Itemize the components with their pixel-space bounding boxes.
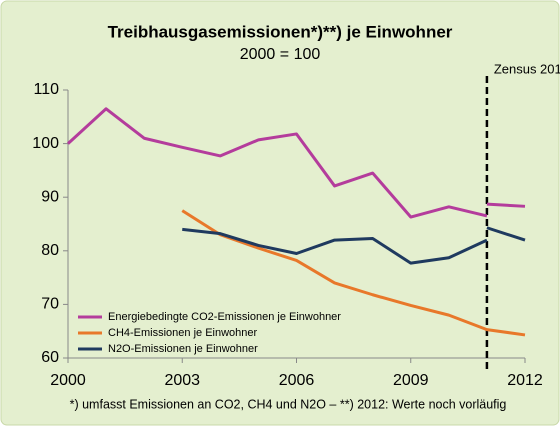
y-tick-label: 110 [33, 81, 59, 98]
footnote: *) umfasst Emissionen an CO2, CH4 und N2… [70, 397, 507, 411]
chart-title: Treibhausgasemissionen*)**) je Einwohner [108, 22, 453, 41]
x-tick-label: 2003 [164, 372, 200, 389]
y-tick-label: 100 [32, 135, 59, 152]
annotation: Zensus 2011 [494, 61, 560, 76]
x-tick-label: 2006 [279, 372, 315, 389]
y-tick-label: 60 [41, 349, 59, 366]
y-tick-label: 80 [41, 242, 59, 259]
legend-label: N2O-Emissionen je Einwohner [108, 343, 258, 355]
series-line [66, 107, 526, 219]
y-tick-label: 90 [41, 188, 59, 205]
series-line [181, 209, 526, 337]
x-tick-label: 2000 [50, 372, 86, 389]
x-tick-label: 2012 [507, 372, 543, 389]
chart-subtitle: 2000 = 100 [240, 46, 321, 63]
y-tick-label: 70 [41, 296, 59, 313]
series-line [182, 226, 526, 265]
legend-label: CH4-Emissionen je Einwohner [108, 327, 258, 339]
x-tick-label: 2009 [393, 372, 429, 389]
legend-label: Energiebedingte CO2-Emissionen je Einwoh… [108, 311, 341, 323]
